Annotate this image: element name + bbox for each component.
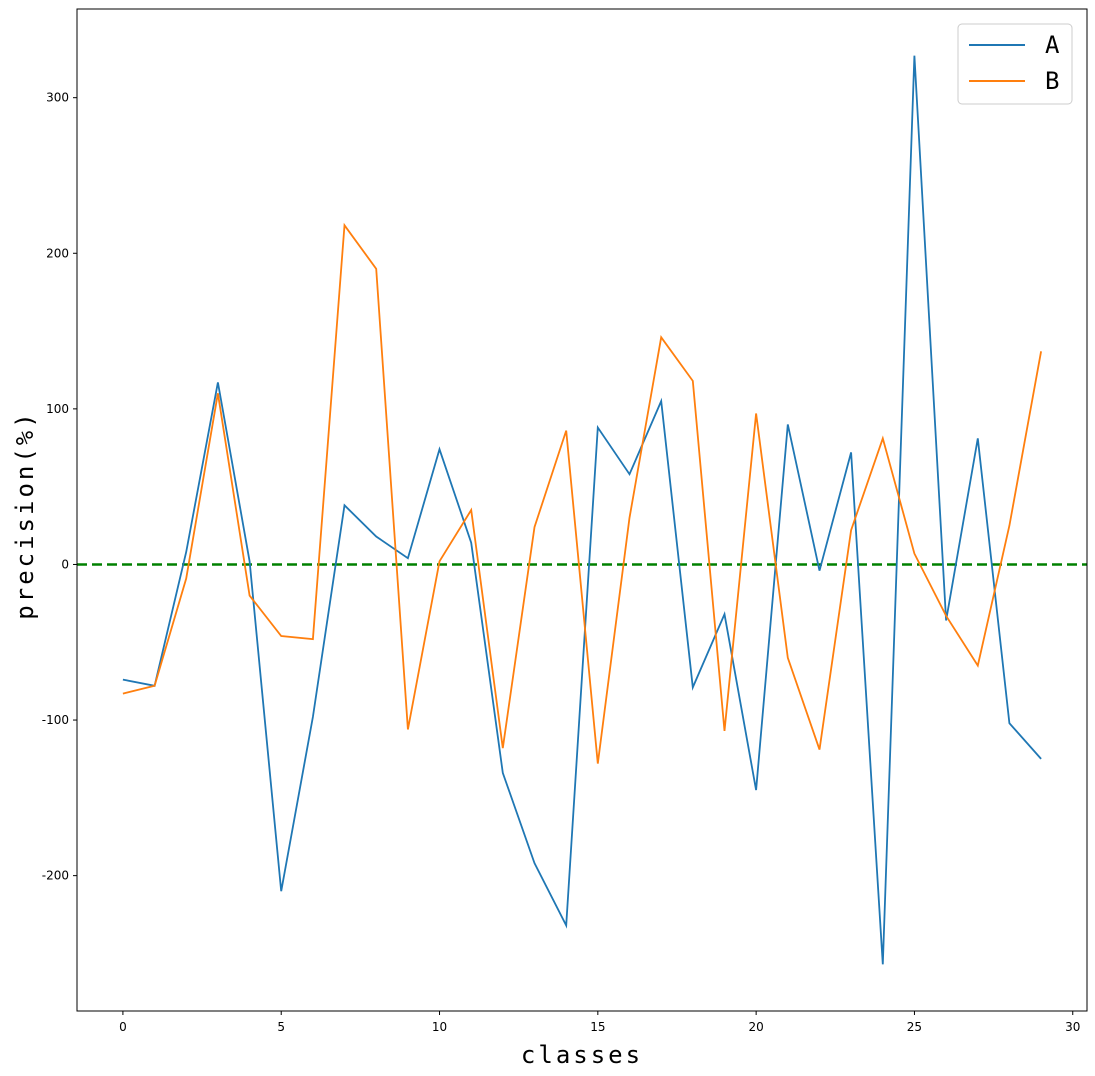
legend-label-a: A (1045, 31, 1060, 59)
y-tick-label: 100 (46, 402, 69, 416)
x-axis-ticks: 0 5 10 15 20 25 30 (119, 1011, 1080, 1034)
legend: A B (957, 23, 1073, 105)
x-tick-label: 5 (277, 1020, 285, 1034)
x-tick-label: 10 (432, 1020, 447, 1034)
y-tick-label: 200 (46, 246, 69, 260)
series-line-a (122, 55, 1042, 965)
legend-label-b: B (1045, 67, 1059, 95)
y-tick-label: 300 (46, 91, 69, 105)
x-tick-label: 0 (119, 1020, 127, 1034)
y-axis-ticks: -200 -100 0 100 200 300 (42, 91, 77, 883)
y-tick-label: 0 (61, 557, 69, 571)
x-tick-label: 25 (907, 1020, 922, 1034)
x-tick-label: 20 (748, 1020, 763, 1034)
series-lines (122, 55, 1042, 965)
series-line-b (122, 222, 1042, 764)
y-tick-label: -200 (42, 869, 69, 883)
plot-frame (76, 8, 1088, 1012)
x-tick-label: 15 (590, 1020, 605, 1034)
x-tick-label: 30 (1065, 1020, 1080, 1034)
y-axis-label: precision(%) (11, 410, 39, 619)
x-axis-label: classes (521, 1041, 643, 1069)
plot-area (77, 9, 1087, 1011)
y-tick-label: -100 (42, 713, 69, 727)
